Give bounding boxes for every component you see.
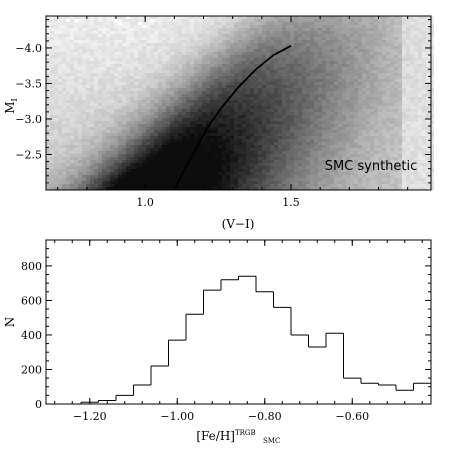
histogram-x-label-sup: TRGB: [235, 429, 256, 437]
histogram-x-tick-label: −1.20: [73, 410, 107, 423]
histogram-x-label-main: [Fe/H]: [196, 429, 235, 443]
histogram-y-ticks: 0 200 400 600 800: [21, 249, 431, 411]
cmd-y-label-main: M: [3, 101, 17, 113]
cmd-x-tick-label: 1.0: [136, 196, 154, 209]
cmd-y-label-sub: I: [10, 98, 19, 101]
histogram-y-tick-label: 600: [21, 294, 42, 307]
histogram-y-tick-label: 0: [35, 398, 42, 411]
histogram-y-tick-label: 400: [21, 329, 42, 342]
histogram-y-tick-label: 800: [21, 260, 42, 273]
cmd-y-label: MI: [3, 98, 19, 113]
histogram-panel: −1.20 −1.00 −0.80 −0.60 0 200 400 600 800 [Fe/H…: [3, 240, 431, 445]
cmd-y-tick-label: −2.5: [15, 148, 42, 161]
cmd-y-tick-label: −3.0: [15, 113, 42, 126]
histogram-y-label: N: [3, 317, 17, 328]
histogram-frame: [46, 240, 431, 404]
cmd-x-label: (V−I): [222, 217, 255, 231]
cmd-x-tick-label: 1.5: [282, 196, 300, 209]
histogram-x-label-sub: SMC: [263, 437, 280, 445]
histogram-x-tick-label: −0.60: [335, 410, 369, 423]
cmd-annotation: SMC synthetic: [325, 159, 418, 174]
cmd-y-tick-label: −4.0: [15, 42, 42, 55]
histogram-y-tick-label: 200: [21, 363, 42, 376]
histogram-steps: [46, 276, 431, 404]
histogram-x-tick-label: −1.00: [160, 410, 194, 423]
histogram-x-label: [Fe/H]TRGB: [196, 429, 255, 443]
cmd-panel: SMC synthetic 1.0 1.5 −2.5 −3.0 −3.5 −4.0 (V…: [3, 16, 434, 231]
cmd-y-tick-label: −3.5: [15, 77, 42, 90]
histogram-x-ticks: −1.20 −1.00 −0.80 −0.60: [55, 240, 423, 423]
histogram-x-tick-label: −0.80: [248, 410, 282, 423]
